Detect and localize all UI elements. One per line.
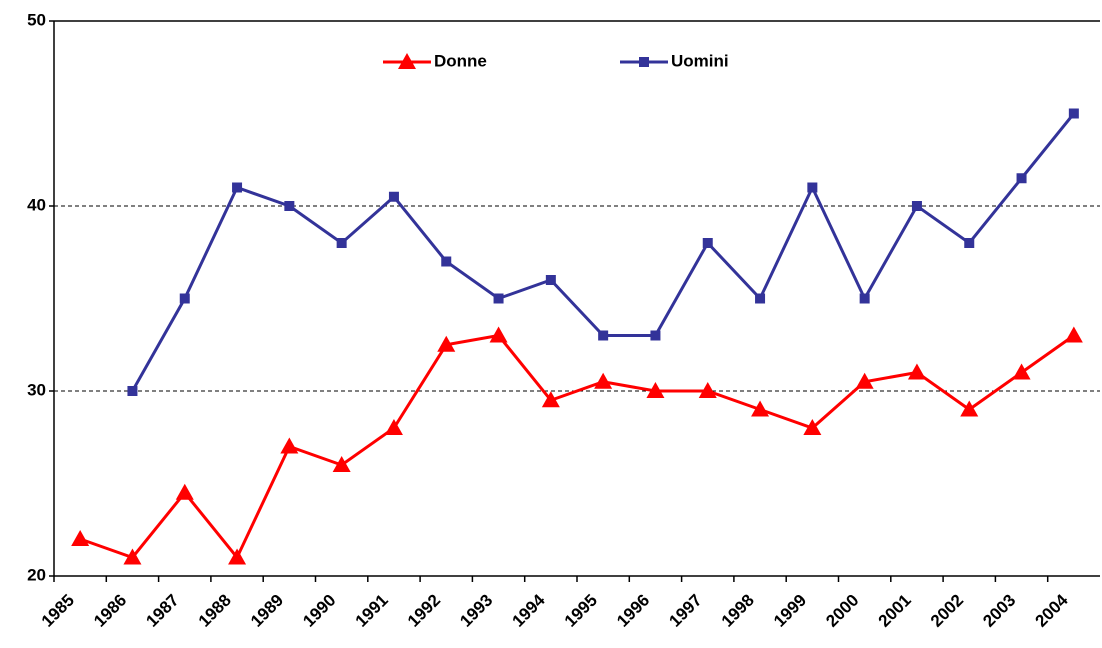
point bbox=[175, 483, 194, 500]
point bbox=[698, 382, 717, 398]
point bbox=[545, 275, 556, 285]
legend-marker bbox=[398, 53, 416, 69]
legend-marker bbox=[639, 57, 649, 67]
point bbox=[127, 386, 138, 396]
y-tick-label: 20 bbox=[27, 565, 46, 584]
x-tick-label: 1996 bbox=[613, 591, 653, 631]
x-tick-label: 1997 bbox=[665, 591, 705, 631]
x-tick-label: 1989 bbox=[247, 591, 287, 631]
point bbox=[228, 548, 247, 565]
point bbox=[1064, 326, 1083, 343]
legend-label: Uomini bbox=[671, 51, 729, 70]
point bbox=[441, 256, 452, 267]
point bbox=[332, 456, 351, 472]
point bbox=[284, 201, 295, 211]
series-line bbox=[131, 112, 1076, 392]
x-tick-label: 1994 bbox=[509, 590, 550, 631]
point bbox=[960, 400, 979, 417]
point bbox=[71, 530, 90, 546]
x-tick-label: 1990 bbox=[299, 591, 339, 631]
point bbox=[646, 382, 665, 398]
y-tick-label: 50 bbox=[27, 10, 46, 29]
point bbox=[859, 293, 870, 304]
x-tick-label: 1991 bbox=[352, 591, 392, 631]
series-line bbox=[79, 333, 1075, 561]
x-tick-label: 2003 bbox=[979, 591, 1019, 631]
y-tick-label: 40 bbox=[27, 195, 46, 214]
point bbox=[437, 335, 456, 352]
x-tick-label: 1985 bbox=[38, 591, 78, 631]
point bbox=[280, 437, 299, 454]
point bbox=[493, 293, 504, 304]
point bbox=[855, 372, 874, 389]
point bbox=[702, 238, 713, 248]
point bbox=[232, 182, 243, 193]
point bbox=[803, 419, 822, 435]
x-tick-label: 1987 bbox=[142, 591, 182, 631]
x-tick-label: 1988 bbox=[195, 591, 235, 631]
x-tick-label: 2002 bbox=[927, 591, 967, 631]
point bbox=[598, 330, 609, 341]
point bbox=[751, 400, 770, 417]
point bbox=[1016, 173, 1027, 184]
point bbox=[755, 293, 766, 304]
x-tick-label: 1986 bbox=[90, 591, 130, 631]
point bbox=[650, 330, 661, 341]
point bbox=[1068, 108, 1079, 119]
point bbox=[911, 201, 922, 211]
point bbox=[807, 182, 818, 193]
x-tick-label: 1998 bbox=[718, 591, 758, 631]
x-tick-label: 2000 bbox=[822, 591, 862, 631]
point bbox=[489, 326, 508, 343]
point bbox=[907, 363, 926, 380]
point bbox=[964, 238, 975, 248]
point bbox=[594, 372, 613, 389]
point bbox=[541, 391, 560, 408]
x-tick-label: 1995 bbox=[561, 591, 601, 631]
x-tick-label: 2001 bbox=[875, 591, 915, 631]
point bbox=[388, 191, 399, 202]
point bbox=[179, 293, 190, 304]
x-tick-label: 1993 bbox=[456, 591, 496, 631]
y-tick-label: 30 bbox=[27, 380, 46, 399]
legend-label: Donne bbox=[434, 51, 487, 70]
x-tick-label: 1999 bbox=[770, 591, 810, 631]
point bbox=[1012, 363, 1031, 380]
x-tick-label: 2004 bbox=[1032, 590, 1073, 631]
point bbox=[384, 419, 403, 435]
x-tick-label: 1992 bbox=[404, 591, 444, 631]
point bbox=[336, 238, 347, 248]
point bbox=[123, 548, 142, 565]
